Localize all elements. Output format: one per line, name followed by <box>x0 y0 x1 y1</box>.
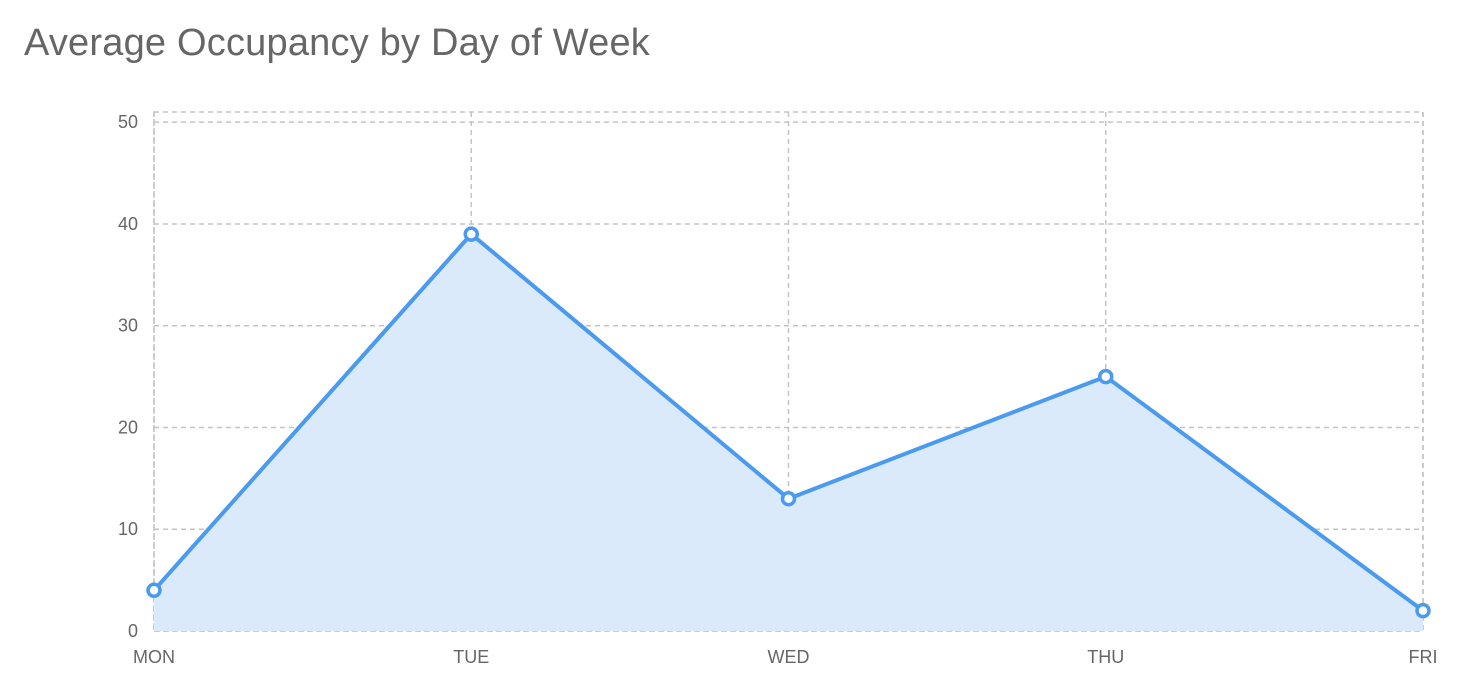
y-tick-label: 30 <box>118 316 138 336</box>
x-tick-label: FRI <box>1409 647 1438 667</box>
y-tick-label: 50 <box>118 112 138 132</box>
data-point-tue[interactable] <box>463 226 479 242</box>
data-point-fri[interactable] <box>1415 602 1431 619</box>
x-tick-label: TUE <box>453 647 489 667</box>
point-layer <box>146 226 1431 619</box>
x-tick-label: WED <box>768 647 810 667</box>
label-layer: 0 10 20 30 40 50 MON TUE WED THU FRI <box>118 112 1438 667</box>
y-tick-label: 10 <box>118 519 138 539</box>
chart-title: Average Occupancy by Day of Week <box>24 22 650 64</box>
data-point-wed[interactable] <box>780 490 797 507</box>
series-area <box>154 234 1423 631</box>
data-point-mon[interactable] <box>146 582 162 599</box>
data-point-thu[interactable] <box>1098 368 1114 385</box>
y-tick-label: 0 <box>128 621 138 641</box>
x-tick-label: MON <box>133 647 175 667</box>
x-tick-label: THU <box>1087 647 1124 667</box>
y-tick-label: 20 <box>118 417 138 437</box>
area-layer <box>154 234 1423 631</box>
y-tick-label: 40 <box>118 214 138 234</box>
